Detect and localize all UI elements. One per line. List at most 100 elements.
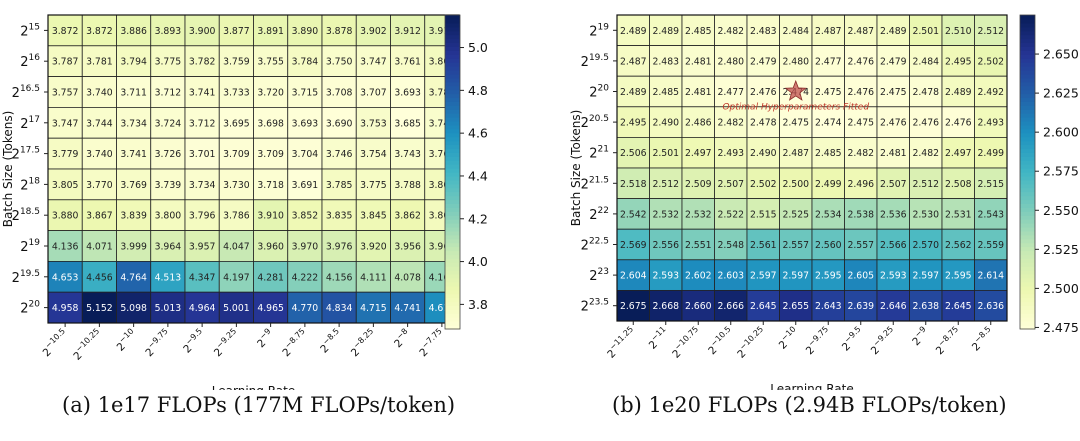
cell-value-label: 2.614 <box>977 271 1004 282</box>
cell-value-label: 3.809 <box>429 180 456 191</box>
colorbar-segment <box>445 30 460 36</box>
colorbar-segment <box>1020 144 1035 150</box>
heatmap-cell <box>844 106 878 138</box>
heatmap-cell <box>941 136 975 169</box>
heatmap-cell <box>287 199 323 232</box>
colorbar-segment <box>445 172 460 177</box>
heatmap-cell <box>941 228 975 261</box>
colorbar-segment <box>445 109 460 114</box>
cell-value-label: 2.499 <box>815 179 842 190</box>
heatmap-cell <box>649 136 683 169</box>
colorbar-segment <box>1020 230 1035 236</box>
cell-value-label: 3.704 <box>292 149 319 160</box>
cell-value-label: 3.787 <box>52 57 79 68</box>
cell-value-label: 3.734 <box>189 180 216 191</box>
colorbar-tick-label: 2.525 <box>1043 242 1079 257</box>
heatmap-cell <box>616 198 650 230</box>
cell-value-label: 3.867 <box>86 211 113 222</box>
cell-value-label: 4.715 <box>360 303 387 314</box>
cell-value-label: 3.755 <box>257 57 284 68</box>
cell-value-label: 2.485 <box>685 26 712 37</box>
cell-value-label: 3.805 <box>52 180 79 191</box>
heatmap-cell <box>321 137 357 170</box>
colorbar-segment <box>1020 183 1035 189</box>
colorbar-segment <box>445 226 460 232</box>
colorbar-a: 3.8 4.0 4.2 4.4 4.6 4.8 5.0 <box>444 14 488 330</box>
cell-value-label: 3.720 <box>257 88 284 99</box>
heatmap-cell <box>116 137 152 170</box>
colorbar-segment <box>1020 223 1035 228</box>
heatmap-cell <box>746 136 780 169</box>
x-tick-label: 2−9.75 <box>802 325 835 358</box>
cell-value-label: 5.013 <box>155 303 182 314</box>
colorbar-segment <box>1020 270 1035 275</box>
y-tick-label: 216.5 <box>12 84 40 101</box>
cell-value-label: 4.111 <box>360 272 387 283</box>
cell-value-label: 2.500 <box>782 179 809 190</box>
cell-value-label: 5.001 <box>223 303 250 314</box>
colorbar-segment <box>1020 305 1035 310</box>
colorbar-segment <box>445 136 460 142</box>
heatmap-cell <box>974 75 1008 108</box>
cell-value-label: 3.715 <box>292 88 319 99</box>
cell-value-label: 2.476 <box>945 118 972 129</box>
heatmap-cell <box>746 45 780 77</box>
cell-value-label: 3.835 <box>326 211 353 222</box>
colorbar-segment <box>1020 172 1035 177</box>
caption-b: (b) 1e20 FLOPs (2.94B FLOPs/token) <box>612 393 1007 417</box>
cell-value-label: 2.507 <box>717 179 744 190</box>
cell-value-label: 2.502 <box>977 56 1004 67</box>
cell-value-label: 3.693 <box>292 118 319 129</box>
colorbar-segment <box>1020 93 1035 99</box>
cell-value-label: 2.595 <box>945 271 972 282</box>
cell-value-label: 2.639 <box>847 301 874 312</box>
cell-value-label: 3.744 <box>429 118 456 129</box>
cell-value-label: 2.501 <box>652 148 679 159</box>
y-tick-label: 218.5 <box>12 207 40 224</box>
cell-value-label: 3.782 <box>189 57 216 68</box>
x-tick-label: 2−10 <box>775 325 802 352</box>
cell-value-label: 4.513 <box>155 272 182 283</box>
cell-value-label: 3.839 <box>120 211 147 222</box>
cell-value-label: 2.479 <box>750 56 777 67</box>
colorbar-segment <box>1020 34 1035 40</box>
optimal-annotation-label: Optimal Hyperparameters Fitted <box>722 103 869 113</box>
heatmap-cell <box>218 260 254 293</box>
heatmap-cell <box>974 228 1008 261</box>
colorbar-segment <box>1020 69 1035 75</box>
y-tick-label: 218 <box>20 176 40 193</box>
colorbar-segment <box>1020 50 1035 55</box>
colorbar-segment <box>1020 187 1035 193</box>
colorbar-segment <box>445 81 460 87</box>
cell-value-label: 2.660 <box>685 301 712 312</box>
colorbar-segment <box>1020 317 1035 322</box>
colorbar-segment <box>445 164 460 169</box>
colorbar-segment <box>445 301 460 307</box>
cell-value-label: 2.597 <box>782 271 809 282</box>
cell-value-label: 3.878 <box>326 26 353 37</box>
x-tick-label: 2−10.5 <box>39 327 72 360</box>
colorbar-segment <box>445 22 460 28</box>
heatmap-cell <box>81 230 117 262</box>
cell-value-label: 3.794 <box>120 57 147 68</box>
colorbar-segment <box>1020 46 1035 51</box>
colorbar-segment <box>445 277 460 283</box>
heatmap-cell <box>116 168 152 201</box>
heatmap-a: 3.872 3.872 3.886 3.893 3.900 3.877 3.891 3.890… <box>1 14 488 398</box>
colorbar-segment <box>1020 164 1035 169</box>
cell-value-label: 3.769 <box>120 180 147 191</box>
cell-value-label: 2.508 <box>945 179 972 190</box>
colorbar-segment <box>445 38 460 44</box>
colorbar-segment <box>1020 277 1035 283</box>
colorbar-segment <box>1020 18 1035 24</box>
x-tick-label: 2−8.75 <box>932 325 965 358</box>
cell-value-label: 4.047 <box>223 242 250 253</box>
heatmap-cell <box>649 45 683 77</box>
cell-value-label: 3.845 <box>360 211 387 222</box>
cell-value-label: 3.757 <box>52 88 79 99</box>
cell-value-label: 2.522 <box>717 209 744 220</box>
cell-value-label: 3.872 <box>86 26 113 37</box>
colorbar-segment <box>1020 274 1035 279</box>
heatmap-cell <box>714 167 748 200</box>
cell-value-label: 2.484 <box>912 56 939 67</box>
